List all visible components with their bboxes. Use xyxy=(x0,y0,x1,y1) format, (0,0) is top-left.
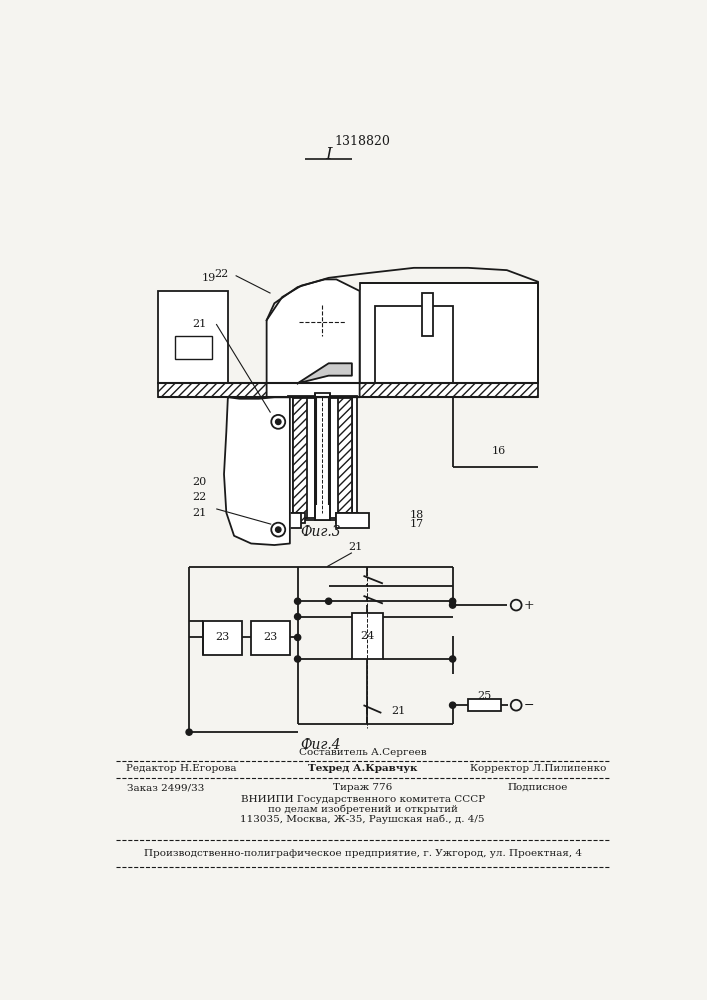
Text: 113035, Москва, Ж-35, Раушская наб., д. 4/5: 113035, Москва, Ж-35, Раушская наб., д. … xyxy=(240,814,485,824)
Bar xyxy=(158,291,228,383)
Text: 17: 17 xyxy=(410,519,424,529)
Text: 16: 16 xyxy=(492,446,506,456)
Text: Составитель А.Сергеев: Составитель А.Сергеев xyxy=(299,748,426,757)
Bar xyxy=(251,620,290,655)
Bar xyxy=(293,398,307,518)
Circle shape xyxy=(450,656,456,662)
Bar xyxy=(421,293,433,336)
Circle shape xyxy=(450,702,456,708)
Text: 24: 24 xyxy=(361,631,375,641)
Circle shape xyxy=(450,602,456,608)
Bar xyxy=(360,283,538,383)
Polygon shape xyxy=(224,397,290,545)
Circle shape xyxy=(325,598,332,604)
Polygon shape xyxy=(298,363,352,383)
Text: Тираж 776: Тираж 776 xyxy=(333,783,392,792)
Bar xyxy=(203,620,242,655)
Circle shape xyxy=(450,598,456,604)
Text: 19: 19 xyxy=(201,273,216,283)
Bar xyxy=(281,513,300,528)
Text: 21: 21 xyxy=(391,706,406,716)
Circle shape xyxy=(276,527,281,532)
Text: 20: 20 xyxy=(192,477,206,487)
Text: Корректор Л.Пилипенко: Корректор Л.Пилипенко xyxy=(469,764,606,773)
Circle shape xyxy=(295,614,300,620)
Text: 21: 21 xyxy=(192,508,206,518)
Text: Техред А.Кравчук: Техред А.Кравчук xyxy=(308,764,417,773)
Text: 1318820: 1318820 xyxy=(335,135,391,148)
Text: 18: 18 xyxy=(410,510,424,520)
Text: 21: 21 xyxy=(192,319,206,329)
Text: 22: 22 xyxy=(214,269,229,279)
Text: 23: 23 xyxy=(264,632,278,642)
Bar xyxy=(375,306,452,383)
Circle shape xyxy=(295,656,300,662)
Text: +: + xyxy=(523,599,534,612)
Bar xyxy=(293,398,352,518)
Text: Заказ 2499/33: Заказ 2499/33 xyxy=(127,783,204,792)
Text: 25: 25 xyxy=(477,691,491,701)
Text: −: − xyxy=(523,699,534,712)
Text: 23: 23 xyxy=(216,632,230,642)
Bar xyxy=(468,699,501,711)
Text: Производственно-полиграфическое предприятие, г. Ужгород, ул. Проектная, 4: Производственно-полиграфическое предприя… xyxy=(144,849,582,858)
Bar xyxy=(337,513,369,528)
Text: Подписное: Подписное xyxy=(508,783,568,792)
Text: ВНИИПИ Государственного комитета СССР: ВНИИПИ Государственного комитета СССР xyxy=(240,795,485,804)
Text: по делам изобретений и открытий: по делам изобретений и открытий xyxy=(268,804,457,814)
Text: 22: 22 xyxy=(192,492,206,502)
Bar xyxy=(315,393,330,520)
Bar xyxy=(288,396,356,520)
Circle shape xyxy=(295,598,300,604)
Bar xyxy=(338,398,352,518)
Polygon shape xyxy=(267,279,360,397)
Bar xyxy=(288,513,305,523)
Text: 21: 21 xyxy=(349,542,363,552)
Text: Фиг.3: Фиг.3 xyxy=(300,525,341,539)
Circle shape xyxy=(295,634,300,641)
Bar xyxy=(352,613,383,659)
Bar xyxy=(158,383,538,397)
Bar xyxy=(337,513,358,523)
Text: I: I xyxy=(325,146,332,163)
Circle shape xyxy=(186,729,192,735)
Circle shape xyxy=(276,419,281,425)
Text: Фиг.4: Фиг.4 xyxy=(300,738,341,752)
Text: Редактор Н.Егорова: Редактор Н.Егорова xyxy=(126,764,237,773)
Bar xyxy=(175,336,212,359)
